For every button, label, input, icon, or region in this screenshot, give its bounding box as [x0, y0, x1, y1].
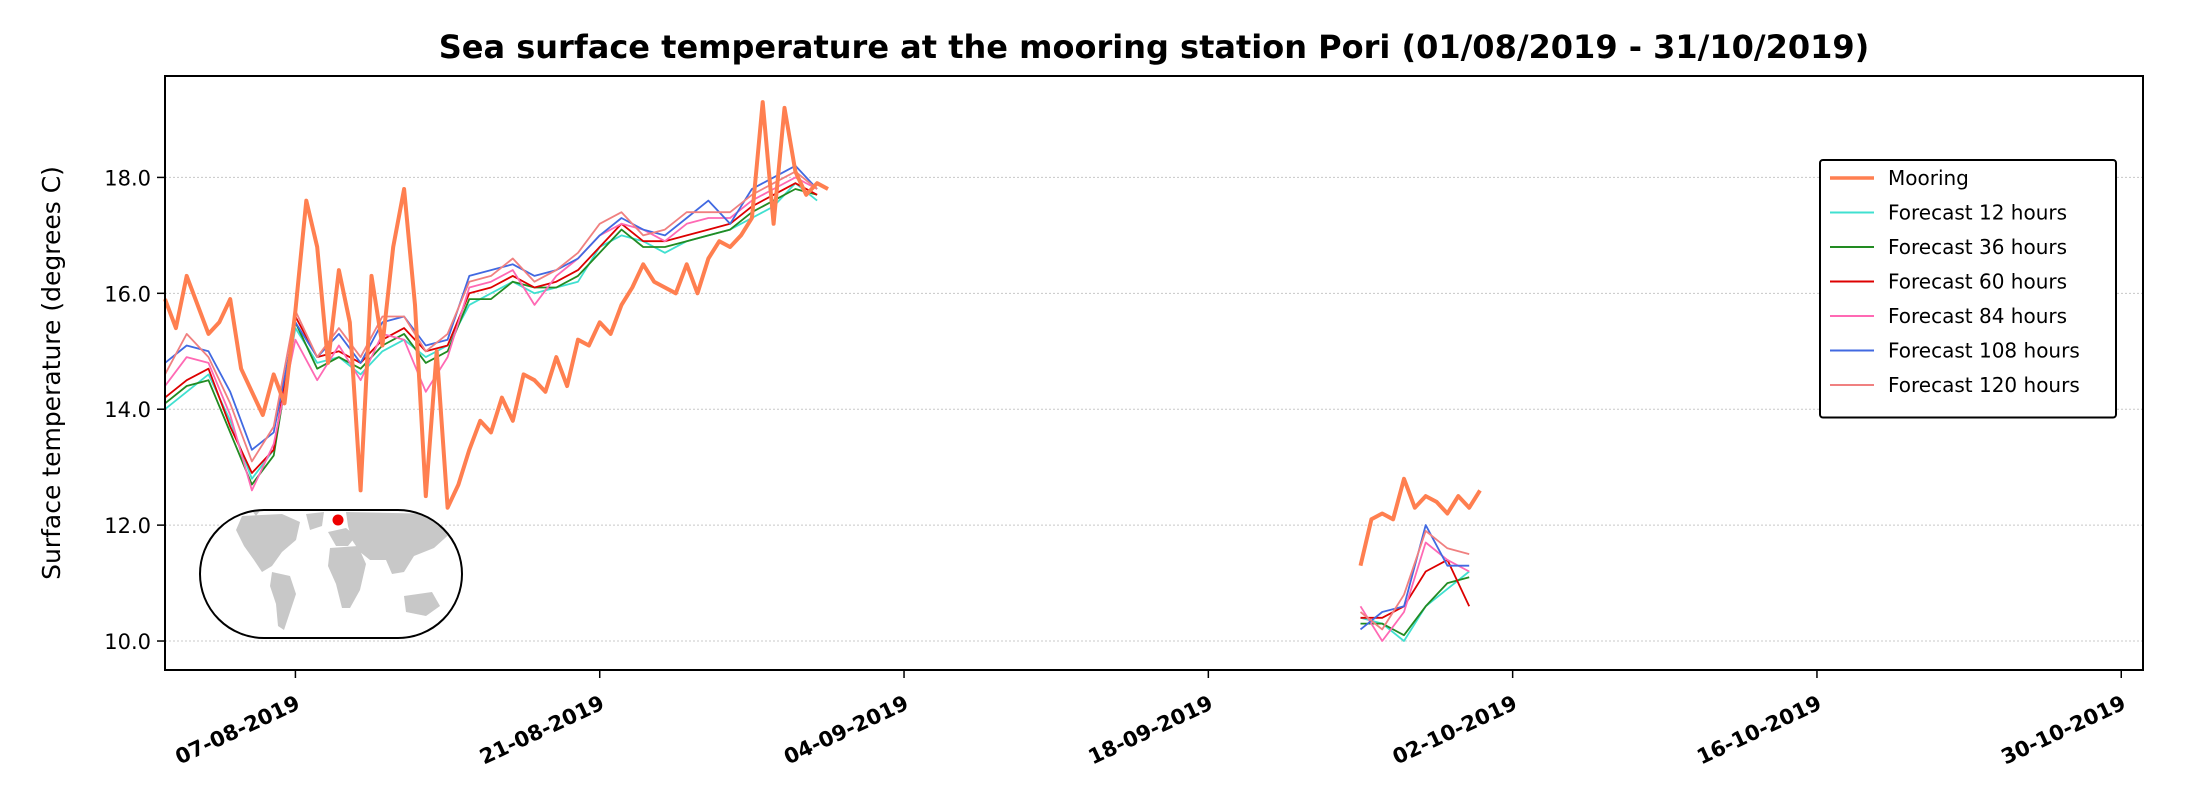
inset-world-map — [199, 509, 463, 639]
series-line-forecast-120-hours — [164, 170, 818, 463]
inset-landmass — [346, 512, 454, 574]
inset-landmass — [236, 514, 300, 572]
series-line-forecast-108-hours — [164, 164, 818, 451]
series-line-forecast-36-hours — [1360, 576, 1470, 637]
inset-landmass — [328, 546, 366, 608]
inset-landmass — [328, 528, 356, 546]
y-tick-label: 10.0 — [104, 630, 151, 654]
series-line-forecast-84-hours — [1359, 541, 1470, 642]
legend-box — [1819, 159, 2117, 419]
series-line-forecast-60-hours — [164, 182, 818, 474]
y-tick-label: 14.0 — [104, 398, 151, 422]
series-line-forecast-120-hours — [1359, 530, 1470, 631]
series-group — [163, 100, 1482, 642]
series-line-mooring — [1358, 476, 1482, 567]
inset-landmass — [270, 572, 296, 630]
legend-label: Forecast 12 hours — [1888, 201, 2067, 225]
legend-label: Mooring — [1888, 166, 1969, 190]
y-axis-label: Surface temperature (degrees C) — [37, 166, 66, 580]
legend-label: Forecast 84 hours — [1888, 304, 2067, 328]
series-line-mooring — [163, 100, 829, 510]
inset-landmass — [306, 512, 324, 530]
inset-landmass — [250, 510, 262, 516]
inset-landmass — [404, 592, 440, 616]
series-line-forecast-108-hours — [1359, 524, 1470, 631]
legend-label: Forecast 120 hours — [1888, 373, 2080, 397]
station-marker-icon — [332, 514, 344, 526]
legend-label: Forecast 60 hours — [1888, 270, 2067, 294]
legend-label: Forecast 36 hours — [1888, 235, 2067, 259]
y-tick-label: 18.0 — [104, 166, 151, 190]
series-line-forecast-84-hours — [164, 176, 818, 492]
inset-border — [199, 509, 463, 639]
inset-land — [236, 510, 454, 630]
series-line-forecast-36-hours — [164, 188, 818, 486]
plot-frame — [164, 75, 2144, 671]
series-line-forecast-60-hours — [1360, 559, 1471, 619]
chart-title: Sea surface temperature at the mooring s… — [439, 28, 1870, 66]
legend: Mooring Forecast 12 hours Forecast 36 hour… — [1819, 159, 2117, 419]
y-tick-label: 12.0 — [104, 514, 151, 538]
series-line-forecast-12-hours — [1360, 570, 1470, 642]
y-tick-label: 16.0 — [104, 282, 151, 306]
grid-lines — [165, 176, 2143, 642]
legend-label: Forecast 108 hours — [1888, 339, 2080, 363]
